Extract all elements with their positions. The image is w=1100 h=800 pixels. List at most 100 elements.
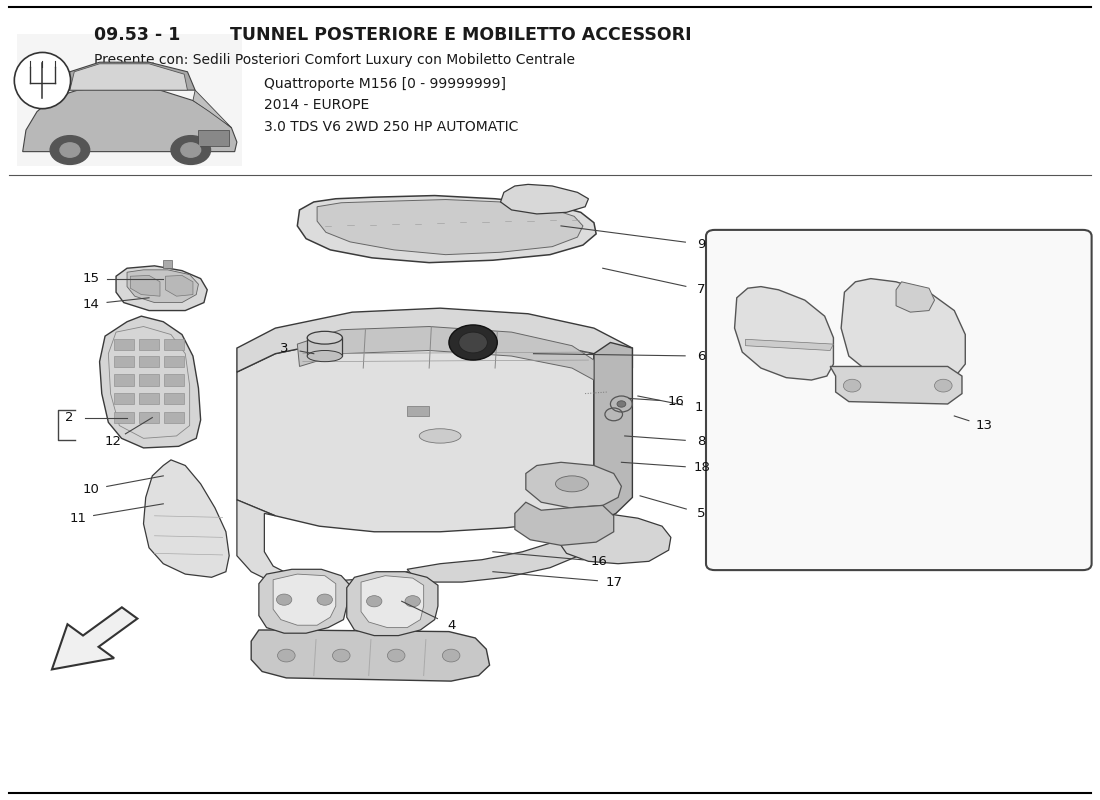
Bar bbox=[164, 374, 184, 386]
Polygon shape bbox=[116, 266, 207, 310]
Circle shape bbox=[276, 594, 292, 606]
Circle shape bbox=[180, 143, 200, 158]
Circle shape bbox=[51, 136, 90, 165]
Text: 5: 5 bbox=[697, 507, 706, 520]
Text: 11: 11 bbox=[69, 512, 86, 525]
Bar bbox=[163, 260, 172, 268]
Polygon shape bbox=[830, 366, 962, 404]
Text: 09.53 - 1: 09.53 - 1 bbox=[95, 26, 180, 44]
Bar bbox=[139, 393, 158, 404]
Circle shape bbox=[366, 596, 382, 607]
Text: 16: 16 bbox=[591, 555, 608, 568]
Circle shape bbox=[387, 649, 405, 662]
Circle shape bbox=[935, 379, 953, 392]
Text: 16: 16 bbox=[668, 395, 685, 408]
Circle shape bbox=[459, 332, 487, 353]
Polygon shape bbox=[842, 278, 966, 384]
Polygon shape bbox=[526, 462, 621, 508]
Text: 18: 18 bbox=[693, 462, 710, 474]
Text: 8: 8 bbox=[697, 435, 706, 448]
Ellipse shape bbox=[419, 429, 461, 443]
Bar bbox=[139, 374, 158, 386]
Circle shape bbox=[844, 379, 861, 392]
FancyBboxPatch shape bbox=[706, 230, 1091, 570]
Polygon shape bbox=[52, 607, 138, 670]
Polygon shape bbox=[70, 64, 187, 90]
Polygon shape bbox=[407, 522, 616, 582]
Polygon shape bbox=[273, 574, 336, 626]
Polygon shape bbox=[594, 342, 632, 524]
Bar bbox=[114, 356, 133, 367]
Circle shape bbox=[405, 596, 420, 607]
Text: 14: 14 bbox=[82, 298, 99, 310]
Ellipse shape bbox=[556, 476, 588, 492]
Circle shape bbox=[617, 401, 626, 407]
Polygon shape bbox=[317, 199, 583, 254]
Polygon shape bbox=[165, 275, 192, 296]
Text: Quattroporte M156 [0 - 99999999]: Quattroporte M156 [0 - 99999999] bbox=[264, 77, 506, 90]
Text: 1: 1 bbox=[694, 402, 703, 414]
Polygon shape bbox=[130, 275, 159, 296]
Text: 12: 12 bbox=[104, 435, 121, 448]
Bar bbox=[139, 338, 158, 350]
Bar bbox=[198, 130, 229, 146]
Polygon shape bbox=[297, 195, 596, 262]
Polygon shape bbox=[297, 326, 594, 380]
Polygon shape bbox=[251, 630, 490, 681]
Text: TUNNEL POSTERIORE E MOBILETTO ACCESSORI: TUNNEL POSTERIORE E MOBILETTO ACCESSORI bbox=[223, 26, 691, 44]
Circle shape bbox=[442, 649, 460, 662]
Polygon shape bbox=[126, 270, 198, 302]
Polygon shape bbox=[236, 334, 594, 532]
Text: 10: 10 bbox=[82, 483, 99, 496]
Bar bbox=[114, 338, 133, 350]
Text: 3: 3 bbox=[279, 342, 288, 354]
Bar bbox=[307, 337, 342, 356]
Bar bbox=[139, 356, 158, 367]
Bar bbox=[114, 374, 133, 386]
Bar bbox=[164, 356, 184, 367]
Polygon shape bbox=[735, 286, 834, 380]
Text: 6: 6 bbox=[697, 350, 706, 362]
Text: 13: 13 bbox=[976, 419, 992, 432]
Bar bbox=[407, 406, 429, 416]
Ellipse shape bbox=[307, 331, 342, 344]
Text: 7: 7 bbox=[697, 283, 706, 296]
Polygon shape bbox=[896, 282, 935, 312]
Bar bbox=[164, 393, 184, 404]
Circle shape bbox=[277, 649, 295, 662]
Text: Presente con: Sedili Posteriori Comfort Luxury con Mobiletto Centrale: Presente con: Sedili Posteriori Comfort … bbox=[95, 53, 575, 66]
Circle shape bbox=[170, 136, 210, 165]
Text: 15: 15 bbox=[82, 272, 99, 285]
Polygon shape bbox=[192, 90, 231, 128]
Ellipse shape bbox=[307, 350, 342, 362]
Bar bbox=[164, 338, 184, 350]
Polygon shape bbox=[346, 572, 438, 635]
Text: 2014 - EUROPE: 2014 - EUROPE bbox=[264, 98, 370, 112]
Text: 2: 2 bbox=[65, 411, 73, 424]
Polygon shape bbox=[500, 184, 588, 214]
Polygon shape bbox=[23, 86, 236, 152]
Polygon shape bbox=[100, 316, 200, 448]
Bar bbox=[114, 412, 133, 423]
Polygon shape bbox=[559, 514, 671, 564]
Bar bbox=[18, 34, 242, 166]
Polygon shape bbox=[236, 500, 418, 594]
Circle shape bbox=[449, 325, 497, 360]
Polygon shape bbox=[64, 62, 195, 90]
Circle shape bbox=[60, 143, 80, 158]
Text: 17: 17 bbox=[605, 575, 623, 589]
Circle shape bbox=[332, 649, 350, 662]
Bar bbox=[139, 412, 158, 423]
Bar bbox=[114, 393, 133, 404]
Polygon shape bbox=[236, 308, 632, 372]
Circle shape bbox=[317, 594, 332, 606]
Polygon shape bbox=[746, 339, 834, 350]
Text: 4: 4 bbox=[447, 618, 455, 632]
Polygon shape bbox=[515, 502, 614, 546]
Ellipse shape bbox=[14, 53, 70, 109]
Text: 3.0 TDS V6 2WD 250 HP AUTOMATIC: 3.0 TDS V6 2WD 250 HP AUTOMATIC bbox=[264, 120, 519, 134]
Polygon shape bbox=[143, 460, 229, 578]
Bar bbox=[164, 412, 184, 423]
Polygon shape bbox=[361, 576, 424, 628]
Polygon shape bbox=[258, 570, 350, 633]
